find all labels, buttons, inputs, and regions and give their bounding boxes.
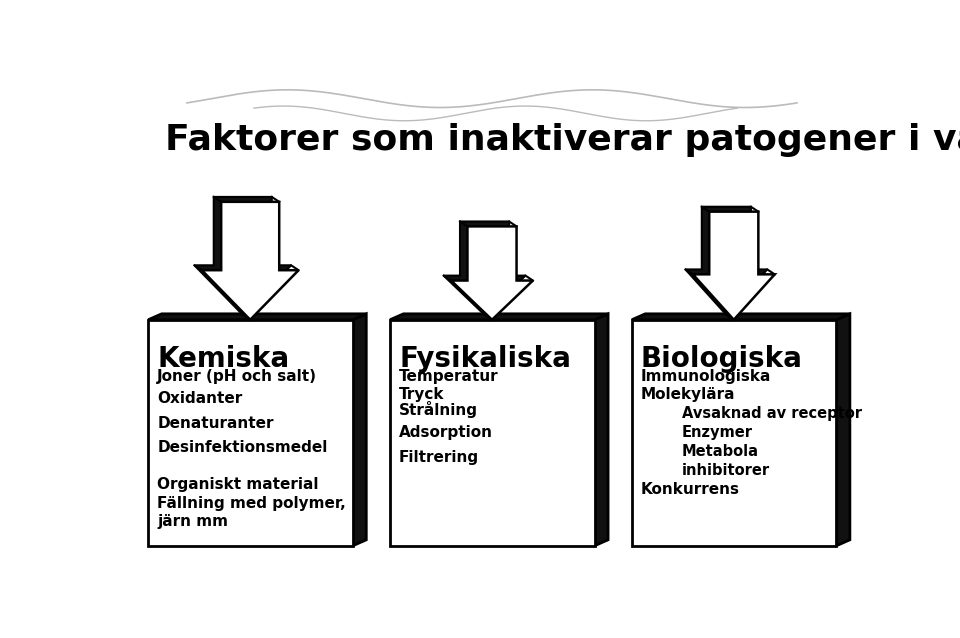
Polygon shape [451,226,533,320]
Polygon shape [836,314,850,545]
Text: Strålning: Strålning [399,401,478,418]
Text: Biologiska: Biologiska [641,345,803,373]
Text: Temperatur
Tryck: Temperatur Tryck [399,369,498,403]
Text: Kemiska: Kemiska [157,345,289,373]
Text: Joner (pH och salt): Joner (pH och salt) [157,369,317,384]
Text: Fysikaliska: Fysikaliska [399,345,571,373]
Polygon shape [594,314,608,545]
Text: Oxidanter: Oxidanter [157,391,243,406]
Polygon shape [353,314,367,545]
Text: Avsaknad av receptor
Enzymer
Metabola
inhibitorer: Avsaknad av receptor Enzymer Metabola in… [682,406,862,478]
Polygon shape [693,212,775,320]
Polygon shape [390,314,608,320]
Text: Konkurrens: Konkurrens [641,482,740,497]
Polygon shape [148,314,367,320]
Polygon shape [632,314,850,320]
Text: Filtrering: Filtrering [399,450,479,465]
Text: Denaturanter: Denaturanter [157,415,274,431]
Text: Faktorer som inaktiverar patogener i vatten: Faktorer som inaktiverar patogener i vat… [165,123,960,158]
Text: Organiskt material
Fällning med polymer,
järn mm: Organiskt material Fällning med polymer,… [157,477,346,529]
Polygon shape [194,197,291,315]
Polygon shape [632,320,836,545]
Polygon shape [685,207,767,315]
Polygon shape [202,202,299,320]
Text: Desinfektionsmedel: Desinfektionsmedel [157,440,327,455]
Polygon shape [148,320,353,545]
Text: Immunologiska
Molekylära: Immunologiska Molekylära [641,369,771,403]
Polygon shape [444,221,525,315]
Polygon shape [390,320,594,545]
Text: Adsorption: Adsorption [399,426,493,440]
